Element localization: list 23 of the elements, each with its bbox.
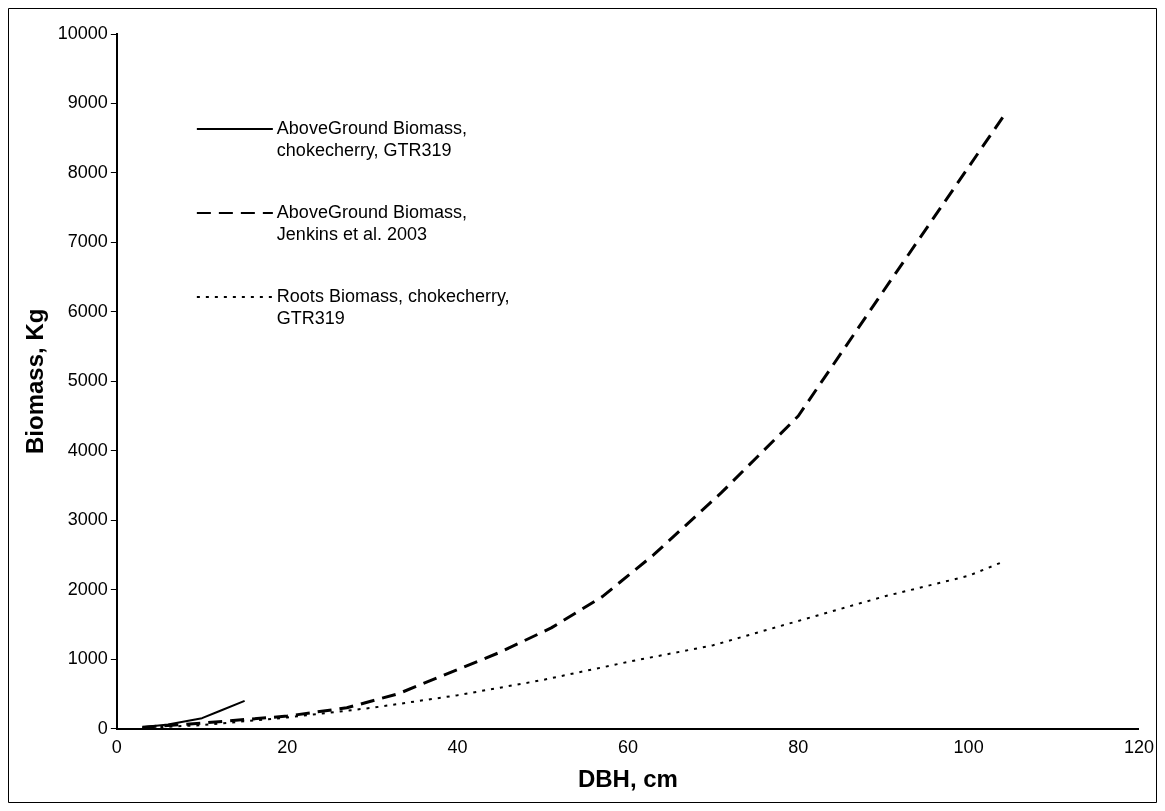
y-tick-label: 8000 [67,161,108,182]
x-tick-label: 0 [111,737,122,758]
x-tick-label: 80 [788,737,809,758]
y-tick-label: 6000 [67,300,108,321]
y-tick-label: 10000 [57,22,108,43]
x-tick-label: 100 [953,737,984,758]
legend-label: AboveGround Biomass, Jenkins et al. 2003 [276,201,467,244]
y-tick-label: 9000 [67,92,108,113]
y-tick-label: 0 [97,717,108,738]
x-tick-label: 120 [1123,737,1155,758]
y-tick-label: 7000 [67,231,108,252]
x-tick-label: 60 [617,737,638,758]
x-tick-label: 20 [277,737,298,758]
x-tick-label: 40 [447,737,468,758]
y-tick-label: 4000 [67,439,108,460]
legend-label: AboveGround Biomass, chokecherry, GTR319 [276,117,467,160]
legend-label: Roots Biomass, chokecherry, GTR319 [276,285,510,328]
y-tick-label: 2000 [67,578,108,599]
y-tick-label: 5000 [67,370,108,391]
y-tick-label: 3000 [67,509,108,530]
x-axis-title: DBH, cm [577,765,678,793]
y-axis-title: Biomass, Kg [21,308,49,454]
y-tick-label: 1000 [67,648,108,669]
